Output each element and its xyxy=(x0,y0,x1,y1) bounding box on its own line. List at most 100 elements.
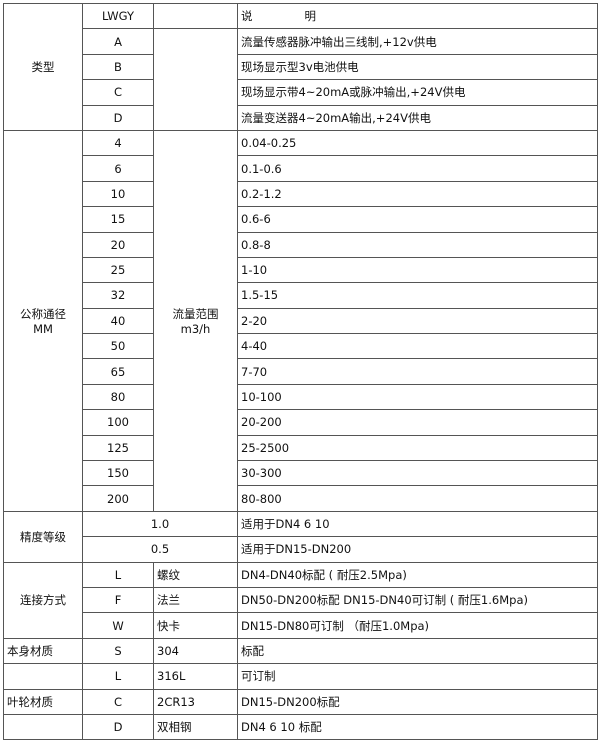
flow-range-value: 30-300 xyxy=(237,460,598,487)
diameter-code: 15 xyxy=(82,206,154,233)
body-material-label: 本身材质 xyxy=(3,637,83,665)
header-code: LWGY xyxy=(82,2,154,30)
accuracy-row: 0.5 适用于DN15-DN200 xyxy=(4,536,598,563)
flow-range-value: 80-800 xyxy=(237,485,598,512)
material-name: 双相钢 xyxy=(153,713,238,741)
flow-label-b: m3/h xyxy=(180,321,211,336)
material-desc: 标配 xyxy=(237,637,598,665)
header-empty-2 xyxy=(153,2,238,30)
material-name: 304 xyxy=(153,637,238,665)
material-desc: DN4 6 10 标配 xyxy=(237,713,598,741)
connection-row: F 法兰 DN50-DN200标配 DN15-DN40可订制 ( 耐压1.6Mpa) xyxy=(4,586,598,614)
diameter-code: 20 xyxy=(82,231,154,258)
flow-range-value: 25-2500 xyxy=(237,434,598,462)
diameter-code: 80 xyxy=(82,383,154,411)
diameter-row: 15 0.6-6 xyxy=(4,206,598,233)
type-desc: 流量传感器脉冲输出三线制,+12v供电 xyxy=(237,28,598,55)
header-row: 类型 LWGY 说 明 xyxy=(3,2,598,131)
flow-range-value: 20-200 xyxy=(237,409,598,436)
body-material-label xyxy=(3,663,83,690)
diameter-label-a: 公称通径 xyxy=(20,306,66,321)
connection-desc: DN50-DN200标配 DN15-DN40可订制 ( 耐压1.6Mpa) xyxy=(237,586,598,614)
diameter-row: 32 1.5-15 xyxy=(4,282,598,309)
body-material-row: 本身材质 S 304 标配 xyxy=(3,637,598,665)
spec-table: 类型 LWGY 说 明 A 流量传感器脉冲输出三线制,+12v供电 B 现场显示型3v电… xyxy=(3,2,598,741)
diameter-label: 公称通径 MM xyxy=(3,129,83,512)
diameter-row: 125 25-2500 xyxy=(4,434,598,462)
diameter-label-b: MM xyxy=(33,321,53,336)
type-empty xyxy=(153,28,238,131)
flow-range-value: 0.1-0.6 xyxy=(237,155,598,182)
connection-desc: DN15-DN80可订制 （耐压1.0Mpa) xyxy=(237,612,598,639)
connection-code: F xyxy=(82,586,154,614)
flow-range-label: 流量范围 m3/h xyxy=(153,129,238,512)
diameter-code: 25 xyxy=(82,256,154,284)
flow-range-value: 0.04-0.25 xyxy=(237,129,598,157)
material-code: D xyxy=(82,713,154,741)
type-row: D 流量变送器4~20mA输出,+24V供电 xyxy=(4,104,598,131)
header-desc-a: 说 xyxy=(241,9,253,24)
flow-range-value: 0.6-6 xyxy=(237,206,598,233)
header-desc-b: 明 xyxy=(304,9,317,24)
impeller-material-row: D 双相钢 DN4 6 10 标配 xyxy=(3,713,598,741)
diameter-row: 50 4-40 xyxy=(4,333,598,360)
flow-range-value: 1.5-15 xyxy=(237,282,598,309)
type-code: A xyxy=(82,28,154,55)
diameter-code: 40 xyxy=(82,307,154,335)
type-label: 类型 xyxy=(3,3,83,131)
diameter-row: 20 0.8-8 xyxy=(4,231,598,258)
diameter-row: 200 80-800 xyxy=(4,485,598,512)
type-row: B 现场显示型3v电池供电 xyxy=(4,53,598,81)
type-code: D xyxy=(82,104,154,131)
connection-row: 连接方式 L 螺纹 DN4-DN40标配 ( 耐压2.5Mpa) xyxy=(3,561,598,639)
connection-name: 法兰 xyxy=(153,586,238,614)
diameter-row: 40 2-20 xyxy=(4,307,598,335)
flow-label-a: 流量范围 xyxy=(172,306,219,321)
accuracy-code: 1.0 xyxy=(82,510,238,538)
diameter-code: 100 xyxy=(82,409,154,436)
diameter-row: 25 1-10 xyxy=(4,256,598,284)
diameter-row: 10 0.2-1.2 xyxy=(4,180,598,208)
diameter-row: 6 0.1-0.6 xyxy=(4,155,598,182)
connection-name: 螺纹 xyxy=(153,561,238,588)
diameter-row: 80 10-100 xyxy=(4,383,598,411)
impeller-material-label: 叶轮材质 xyxy=(3,688,83,715)
accuracy-label: 精度等级 xyxy=(3,510,83,563)
material-desc: DN15-DN200标配 xyxy=(237,688,598,715)
material-desc: 可订制 xyxy=(237,663,598,690)
accuracy-desc: 适用于DN4 6 10 xyxy=(237,510,598,538)
flow-range-value: 10-100 xyxy=(237,383,598,411)
diameter-code: 125 xyxy=(82,434,154,462)
type-row: A 流量传感器脉冲输出三线制,+12v供电 xyxy=(4,28,598,131)
body-material-row: L 316L 可订制 xyxy=(3,663,598,690)
accuracy-desc: 适用于DN15-DN200 xyxy=(237,536,598,563)
impeller-material-row: 叶轮材质 C 2CR13 DN15-DN200标配 xyxy=(3,688,598,715)
accuracy-code: 0.5 xyxy=(82,536,238,563)
type-desc: 现场显示带4~20mA或脉冲输出,+24V供电 xyxy=(237,79,598,106)
flow-range-value: 2-20 xyxy=(237,307,598,335)
diameter-row: 65 7-70 xyxy=(4,358,598,385)
type-code: B xyxy=(82,53,154,81)
flow-range-value: 4-40 xyxy=(237,333,598,360)
type-desc: 流量变送器4~20mA输出,+24V供电 xyxy=(237,104,598,131)
diameter-row: 公称通径 MM 4 流量范围 m3/h 0.04-0.25 xyxy=(3,129,598,512)
diameter-code: 50 xyxy=(82,333,154,360)
type-desc: 现场显示型3v电池供电 xyxy=(237,53,598,81)
diameter-code: 200 xyxy=(82,485,154,512)
connection-desc: DN4-DN40标配 ( 耐压2.5Mpa) xyxy=(237,561,598,588)
type-code: C xyxy=(82,79,154,106)
connection-row: W 快卡 DN15-DN80可订制 （耐压1.0Mpa) xyxy=(4,612,598,639)
diameter-code: 6 xyxy=(82,155,154,182)
connection-code: L xyxy=(82,561,154,588)
diameter-code: 4 xyxy=(82,129,154,157)
flow-range-value: 1-10 xyxy=(237,256,598,284)
flow-range-value: 0.8-8 xyxy=(237,231,598,258)
connection-code: W xyxy=(82,612,154,639)
diameter-code: 150 xyxy=(82,460,154,487)
diameter-row: 150 30-300 xyxy=(4,460,598,487)
flow-range-value: 0.2-1.2 xyxy=(237,180,598,208)
type-row: C 现场显示带4~20mA或脉冲输出,+24V供电 xyxy=(4,79,598,106)
connection-name: 快卡 xyxy=(153,612,238,639)
material-name: 2CR13 xyxy=(153,688,238,715)
diameter-row: 100 20-200 xyxy=(4,409,598,436)
